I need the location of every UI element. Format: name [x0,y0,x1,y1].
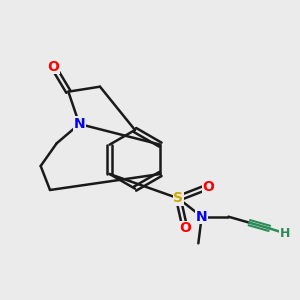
Text: S: S [173,191,183,205]
Text: O: O [179,221,191,235]
Text: N: N [74,117,85,131]
Text: O: O [202,180,214,194]
Text: O: O [47,60,59,74]
Text: H: H [280,227,290,240]
Text: methyl implied by bond: methyl implied by bond [198,244,215,245]
Text: N: N [196,210,208,224]
